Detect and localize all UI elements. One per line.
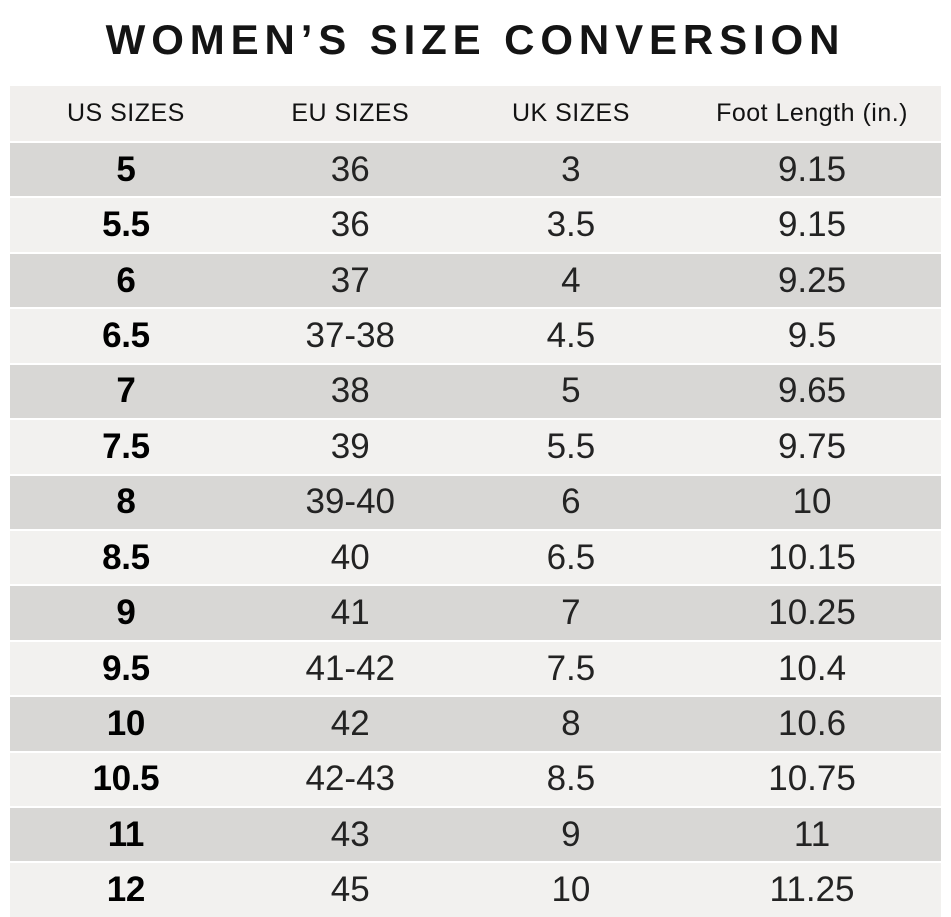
table-row: 10.5 42-43 8.5 10.75 xyxy=(10,750,941,807)
table-cell: 40 xyxy=(330,537,370,577)
size-conversion-table: US SIZES EU SIZES UK SIZES Foot Length (… xyxy=(10,86,941,917)
table-cell: 10 xyxy=(106,703,146,743)
table-row: 12 45 10 11.25 xyxy=(10,861,941,917)
table-cell: 7 xyxy=(116,371,136,411)
header-cell-us-sizes: US SIZES xyxy=(66,99,185,127)
table-cell: 10.5 xyxy=(92,759,160,799)
table-cell: 6 xyxy=(116,260,136,300)
table-row: 6 37 4 9.25 xyxy=(10,251,941,308)
table-row: 7 38 5 9.65 xyxy=(10,362,941,419)
table-cell: 11.25 xyxy=(769,870,855,910)
table-cell: 42-43 xyxy=(305,759,396,799)
table-cell: 9 xyxy=(561,814,581,854)
table-cell: 8.5 xyxy=(546,759,596,799)
table-cell: 36 xyxy=(330,149,370,189)
table-cell: 39-40 xyxy=(305,482,396,522)
table-row: 9 41 7 10.25 xyxy=(10,584,941,640)
table-cell: 38 xyxy=(330,371,370,411)
table-cell: 39 xyxy=(330,426,370,466)
table-cell: 10 xyxy=(792,482,832,522)
table-header-row: US SIZES EU SIZES UK SIZES Foot Length (… xyxy=(10,86,941,141)
table-cell: 5.5 xyxy=(102,205,150,245)
table-cell: 42 xyxy=(330,703,370,743)
table-cell: 8 xyxy=(116,482,136,522)
header-cell-eu-sizes: EU SIZES xyxy=(291,99,410,127)
table-cell: 7.5 xyxy=(546,648,596,688)
table-cell: 41 xyxy=(330,593,370,633)
table-cell: 5.5 xyxy=(546,426,596,466)
table-row: 9.5 41-42 7.5 10.4 xyxy=(10,639,941,696)
table-cell: 43 xyxy=(330,814,370,854)
table-row: 10 42 8 10.6 xyxy=(10,695,941,751)
table-cell: 10.25 xyxy=(768,593,856,633)
table-row: 5 36 3 9.15 xyxy=(10,141,941,197)
table-row: 6.5 37-38 4.5 9.5 xyxy=(10,307,941,363)
table-cell: 4.5 xyxy=(546,315,596,355)
table-cell: 6.5 xyxy=(546,537,596,577)
table-row: 11 43 9 11 xyxy=(10,806,941,862)
table-cell: 4 xyxy=(561,260,581,300)
table-cell: 9.65 xyxy=(777,371,847,411)
table-cell: 9.5 xyxy=(787,315,837,355)
table-row: 5.5 36 3.5 9.15 xyxy=(10,196,941,252)
table-cell: 9.15 xyxy=(777,149,847,189)
table-cell: 9.75 xyxy=(777,426,847,466)
table-cell: 6 xyxy=(561,482,581,522)
table-cell: 5 xyxy=(561,371,581,411)
table-cell: 10 xyxy=(551,870,591,910)
table-cell: 9.25 xyxy=(777,260,847,300)
table-cell: 36 xyxy=(330,205,370,245)
table-cell: 8.5 xyxy=(102,537,150,577)
table-cell: 9 xyxy=(116,593,136,633)
table-cell: 8 xyxy=(561,703,581,743)
table-row: 8 39-40 6 10 xyxy=(10,473,941,529)
page-title: WOMEN’S SIZE CONVERSION xyxy=(105,16,846,63)
table-row: 7.5 39 5.5 9.75 xyxy=(10,418,941,474)
table-cell: 9.5 xyxy=(102,648,150,688)
table-cell: 7 xyxy=(561,593,581,633)
table-cell: 12 xyxy=(106,870,146,910)
table-row: 8.5 40 6.5 10.15 xyxy=(10,528,941,585)
table-cell: 3 xyxy=(561,149,581,189)
table-cell: 10.75 xyxy=(768,759,856,799)
table-cell: 37 xyxy=(330,260,370,300)
table-cell: 5 xyxy=(116,149,136,189)
table-cell: 10.6 xyxy=(777,703,847,743)
table-cell: 7.5 xyxy=(102,426,150,466)
table-cell: 9.15 xyxy=(777,205,847,245)
table-body: 5 36 3 9.15 5.5 36 3.5 9.15 6 37 4 9.25 6.5 37-38 4.5 9… xyxy=(10,141,941,917)
table-cell: 10.15 xyxy=(768,537,856,577)
table-cell: 10.4 xyxy=(777,648,847,688)
table-cell: 11 xyxy=(793,814,831,854)
header-cell-uk-sizes: UK SIZES xyxy=(511,99,630,127)
table-cell: 41-42 xyxy=(305,648,396,688)
header-cell-foot-length: Foot Length (in.) xyxy=(716,99,908,127)
table-cell: 3.5 xyxy=(546,205,596,245)
table-cell: 6.5 xyxy=(102,315,150,355)
table-cell: 11 xyxy=(107,814,145,854)
table-cell: 37-38 xyxy=(305,315,396,355)
table-cell: 45 xyxy=(330,870,370,910)
